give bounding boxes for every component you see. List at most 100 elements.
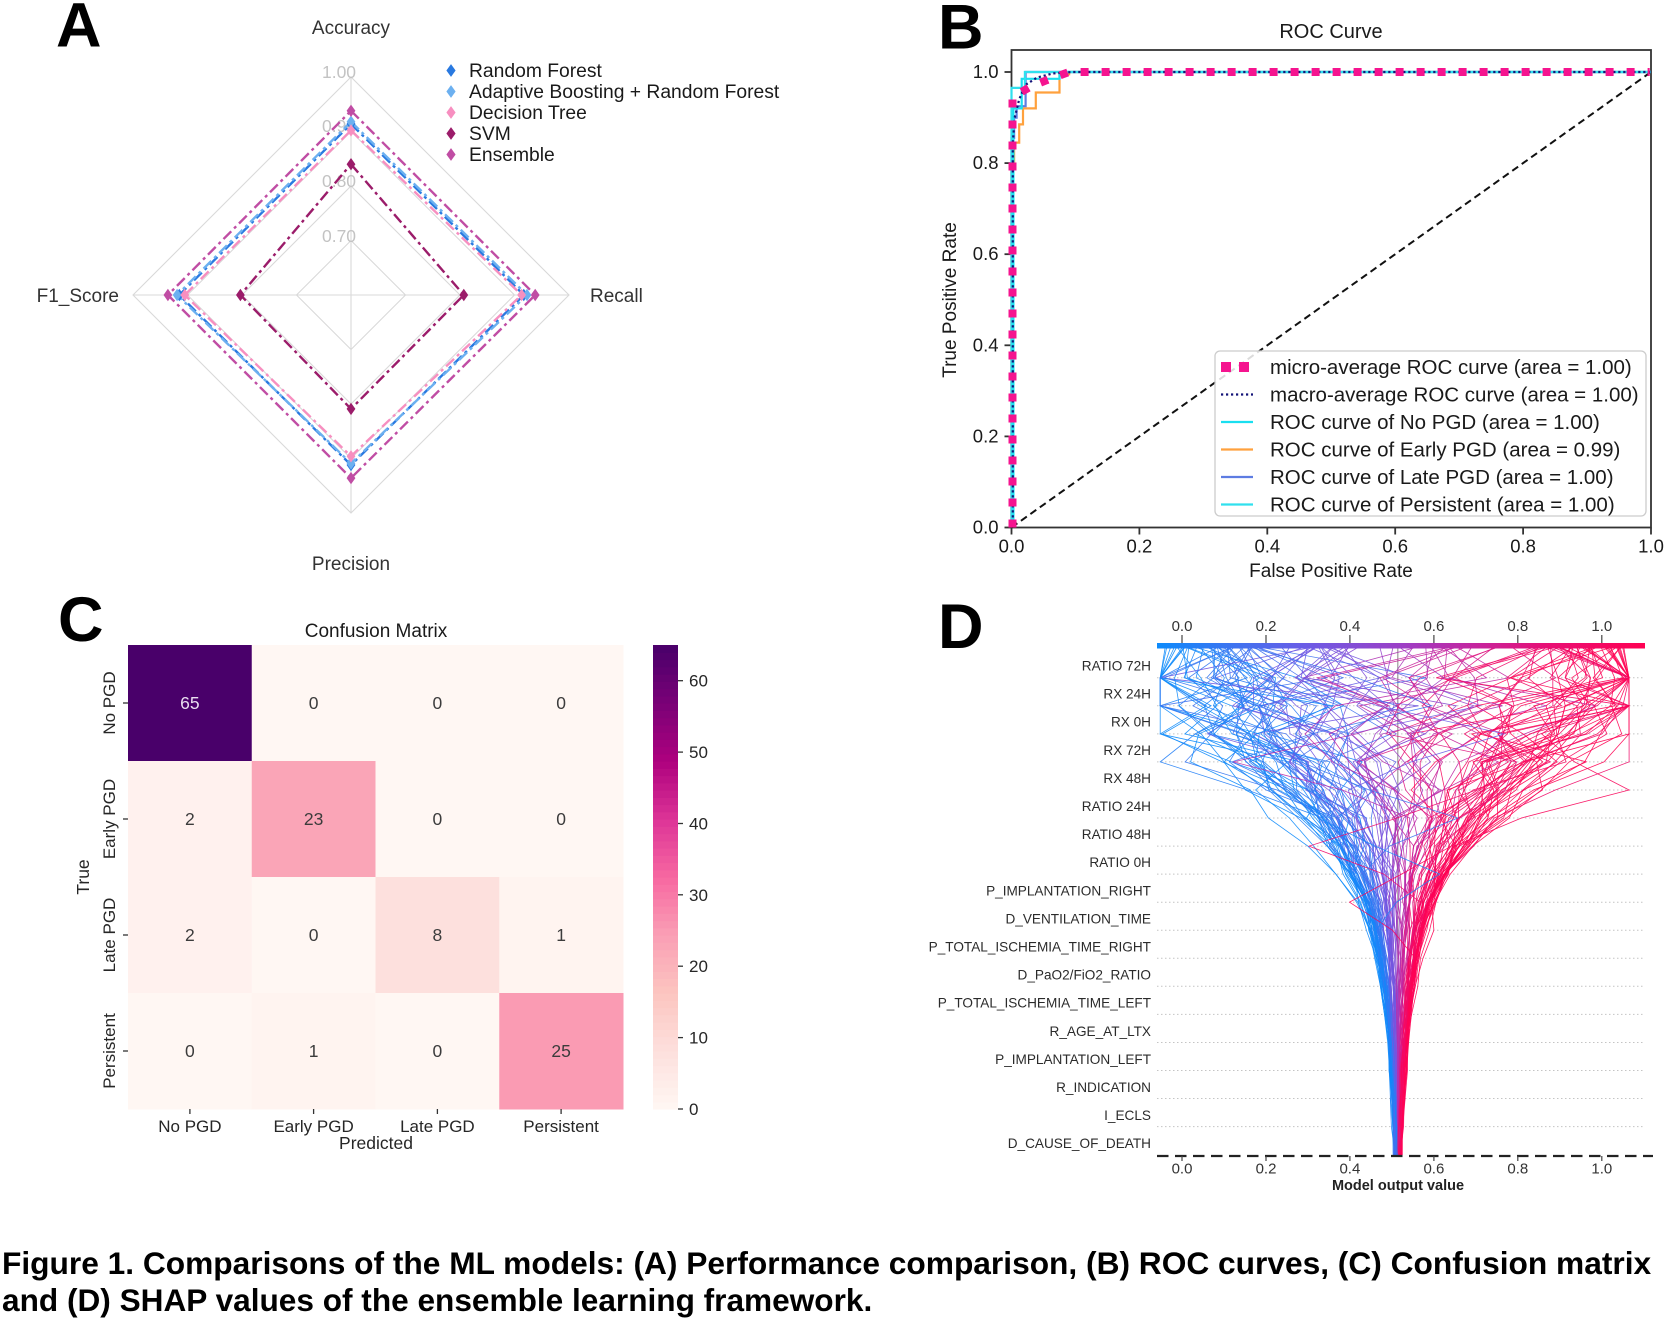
svg-text:Confusion Matrix: Confusion Matrix (305, 621, 448, 642)
svg-text:Precision: Precision (312, 554, 390, 575)
svg-text:True Positive Rate: True Positive Rate (940, 222, 961, 378)
svg-text:0.8: 0.8 (1507, 1161, 1528, 1178)
svg-text:1.0: 1.0 (1591, 1161, 1612, 1178)
svg-text:0: 0 (433, 693, 443, 713)
svg-text:D_PaO2/FiO2_RATIO: D_PaO2/FiO2_RATIO (1018, 968, 1151, 983)
svg-text:0.6: 0.6 (1423, 1161, 1444, 1178)
svg-text:65: 65 (180, 693, 199, 713)
svg-text:0.2: 0.2 (973, 425, 999, 446)
svg-text:Late PGD: Late PGD (100, 898, 119, 973)
svg-text:B: B (938, 0, 984, 63)
svg-text:Ensemble: Ensemble (469, 145, 555, 166)
svg-text:Early PGD: Early PGD (273, 1117, 353, 1136)
svg-text:0: 0 (689, 1100, 698, 1119)
svg-text:D_CAUSE_OF_DEATH: D_CAUSE_OF_DEATH (1008, 1136, 1151, 1151)
svg-text:0.8: 0.8 (973, 152, 999, 173)
svg-text:0: 0 (433, 809, 443, 829)
svg-text:1.0: 1.0 (973, 61, 999, 82)
svg-text:30: 30 (689, 886, 708, 905)
svg-text:0.0: 0.0 (1172, 1161, 1193, 1178)
svg-text:F1_Score: F1_Score (37, 286, 119, 307)
svg-text:ROC curve of Persistent (area: ROC curve of Persistent (area = 1.00) (1270, 494, 1615, 517)
svg-text:RATIO 0H: RATIO 0H (1089, 855, 1151, 870)
svg-text:Persistent: Persistent (100, 1013, 119, 1089)
svg-text:False Positive Rate: False Positive Rate (1249, 561, 1413, 582)
svg-text:0: 0 (433, 1041, 443, 1061)
svg-text:RATIO 48H: RATIO 48H (1082, 827, 1151, 842)
svg-text:23: 23 (304, 809, 323, 829)
svg-text:No PGD: No PGD (100, 671, 119, 734)
svg-text:micro-average ROC curve (area: micro-average ROC curve (area = 1.00) (1270, 356, 1632, 379)
svg-text:0.0: 0.0 (973, 517, 999, 538)
svg-text:0.80: 0.80 (322, 171, 356, 191)
svg-text:ROC curve of No PGD (area = 1.: ROC curve of No PGD (area = 1.00) (1270, 411, 1600, 434)
svg-text:D: D (938, 592, 984, 662)
svg-text:P_IMPLANTATION_LEFT: P_IMPLANTATION_LEFT (995, 1052, 1151, 1067)
svg-text:Recall: Recall (590, 286, 643, 307)
svg-text:RX 72H: RX 72H (1103, 743, 1151, 758)
svg-text:ROC Curve: ROC Curve (1279, 21, 1382, 43)
svg-text:0.6: 0.6 (1423, 618, 1444, 635)
svg-text:0: 0 (556, 809, 566, 829)
svg-text:R_AGE_AT_LTX: R_AGE_AT_LTX (1050, 1024, 1152, 1039)
svg-text:1: 1 (309, 1041, 319, 1061)
svg-text:40: 40 (689, 815, 708, 834)
svg-text:RX 24H: RX 24H (1103, 687, 1151, 702)
svg-text:8: 8 (433, 925, 443, 945)
svg-text:RX 0H: RX 0H (1111, 715, 1151, 730)
svg-text:and (D) SHAP values of the ens: and (D) SHAP values of the ensemble lear… (2, 1282, 872, 1318)
svg-text:2: 2 (185, 925, 195, 945)
svg-text:0.2: 0.2 (1256, 1161, 1277, 1178)
svg-text:0: 0 (309, 925, 319, 945)
svg-text:1.0: 1.0 (1591, 618, 1612, 635)
svg-text:ROC curve of Late PGD (area =: ROC curve of Late PGD (area = 1.00) (1270, 466, 1614, 489)
svg-text:0.2: 0.2 (1127, 536, 1153, 557)
svg-text:0: 0 (556, 693, 566, 713)
svg-text:60: 60 (689, 672, 708, 691)
svg-text:0.4: 0.4 (1254, 536, 1280, 557)
svg-text:0: 0 (309, 693, 319, 713)
svg-text:ROC curve of Early PGD (area =: ROC curve of Early PGD (area = 0.99) (1270, 439, 1620, 462)
svg-text:Random Forest: Random Forest (469, 61, 603, 82)
svg-text:0.2: 0.2 (1256, 618, 1277, 635)
svg-text:P_TOTAL_ISCHEMIA_TIME_RIGHT: P_TOTAL_ISCHEMIA_TIME_RIGHT (929, 940, 1151, 955)
svg-text:Figure 1. Comparisons of the M: Figure 1. Comparisons of the ML models: … (2, 1245, 1652, 1281)
svg-text:macro-average ROC curve (area: macro-average ROC curve (area = 1.00) (1270, 384, 1639, 407)
svg-text:0.8: 0.8 (1507, 618, 1528, 635)
svg-text:I_ECLS: I_ECLS (1104, 1108, 1151, 1123)
svg-text:P_IMPLANTATION_RIGHT: P_IMPLANTATION_RIGHT (986, 883, 1151, 898)
svg-text:1.0: 1.0 (1638, 536, 1664, 557)
svg-text:0.0: 0.0 (999, 536, 1025, 557)
svg-text:0.8: 0.8 (1510, 536, 1536, 557)
svg-text:0.4: 0.4 (973, 334, 999, 355)
svg-text:10: 10 (689, 1029, 708, 1048)
svg-text:Adaptive Boosting + Random For: Adaptive Boosting + Random Forest (469, 82, 780, 103)
svg-text:RATIO 72H: RATIO 72H (1082, 659, 1151, 674)
svg-text:20: 20 (689, 957, 708, 976)
svg-text:A: A (56, 0, 102, 61)
svg-text:0: 0 (185, 1041, 195, 1061)
svg-text:0.4: 0.4 (1339, 618, 1360, 635)
svg-text:True: True (73, 859, 93, 894)
svg-text:R_INDICATION: R_INDICATION (1056, 1080, 1151, 1095)
svg-text:0.0: 0.0 (1172, 618, 1193, 635)
svg-text:1: 1 (556, 925, 566, 945)
svg-text:Decision Tree: Decision Tree (469, 103, 587, 124)
svg-text:Persistent: Persistent (523, 1117, 599, 1136)
svg-text:Early PGD: Early PGD (100, 779, 119, 859)
svg-text:P_TOTAL_ISCHEMIA_TIME_LEFT: P_TOTAL_ISCHEMIA_TIME_LEFT (938, 996, 1151, 1011)
svg-text:Accuracy: Accuracy (312, 18, 391, 39)
svg-text:No PGD: No PGD (158, 1117, 221, 1136)
svg-text:RATIO 24H: RATIO 24H (1082, 799, 1151, 814)
svg-text:0.70: 0.70 (322, 226, 356, 246)
svg-text:0.4: 0.4 (1339, 1161, 1360, 1178)
svg-text:RX 48H: RX 48H (1103, 771, 1151, 786)
svg-text:C: C (58, 585, 104, 655)
svg-text:25: 25 (551, 1041, 570, 1061)
svg-text:0.6: 0.6 (973, 243, 999, 264)
svg-text:D_VENTILATION_TIME: D_VENTILATION_TIME (1005, 911, 1151, 926)
svg-text:Predicted: Predicted (339, 1133, 413, 1153)
svg-text:0.6: 0.6 (1382, 536, 1408, 557)
svg-text:SVM: SVM (469, 124, 511, 145)
svg-text:Model output value: Model output value (1332, 1178, 1464, 1194)
